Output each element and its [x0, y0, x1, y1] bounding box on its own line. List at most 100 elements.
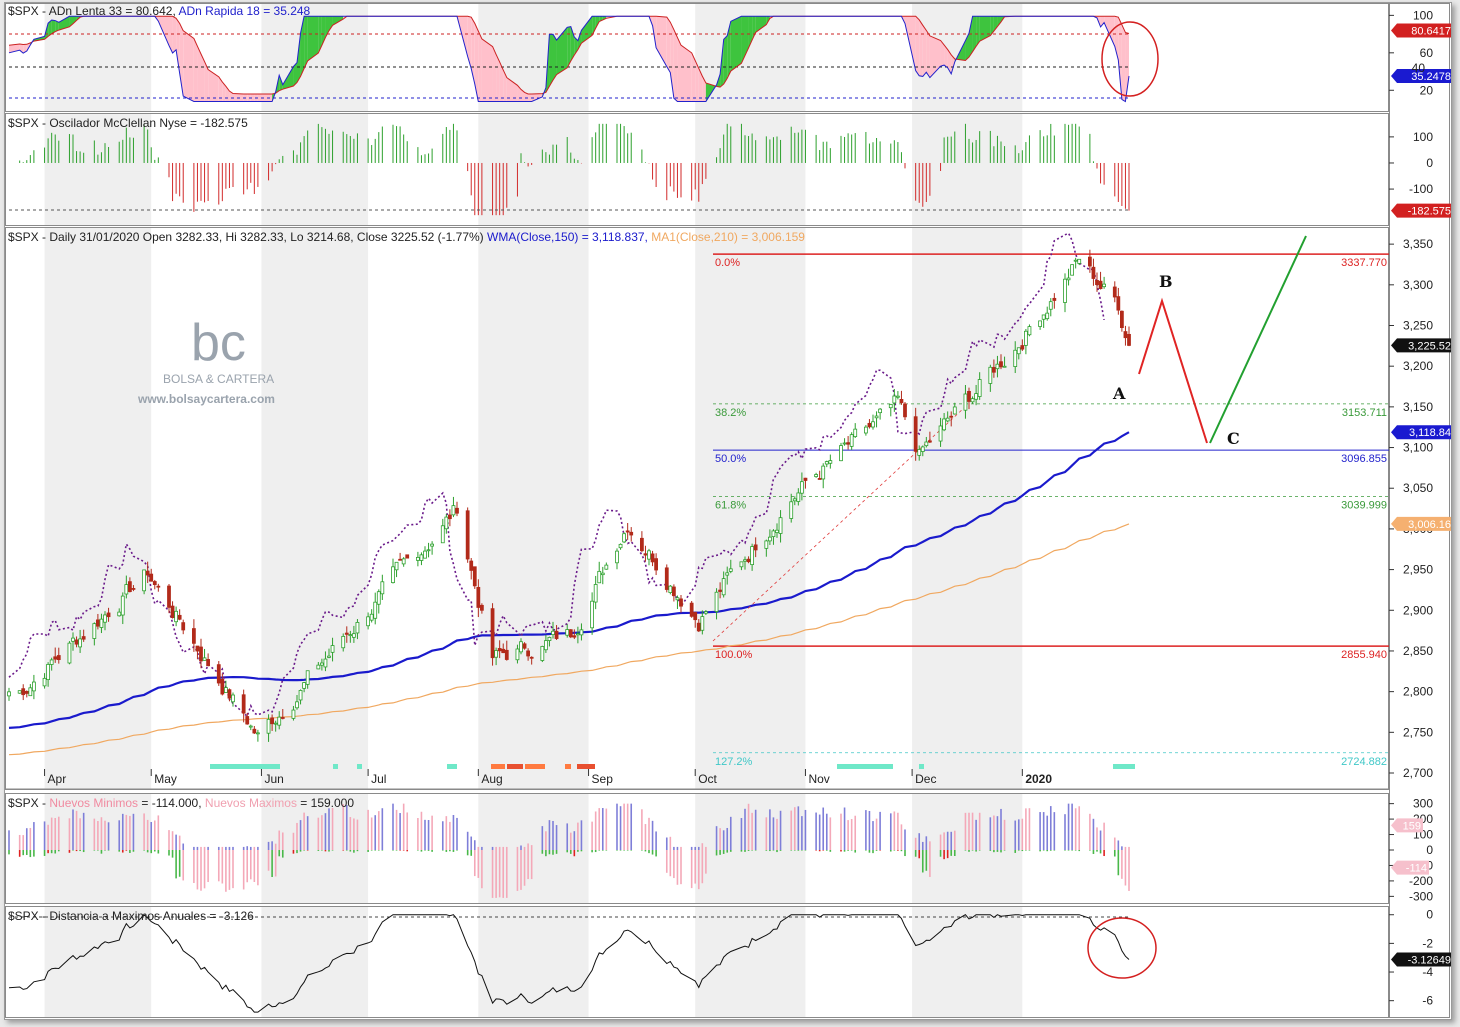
candle-body	[796, 492, 801, 502]
month-label: Aug	[481, 772, 502, 786]
adn-fill	[321, 16, 326, 46]
candle-body	[391, 566, 395, 584]
month-label: Nov	[808, 772, 829, 786]
adn-fill	[48, 20, 52, 37]
adn-fill	[965, 33, 969, 61]
candle-body	[526, 650, 530, 657]
candle-body	[1016, 347, 1021, 355]
month-label: Oct	[698, 772, 717, 786]
adn-fill	[73, 16, 77, 24]
new-max-badge-text: 159	[1403, 820, 1421, 832]
candle-body	[839, 445, 843, 462]
adn-fill	[670, 22, 674, 99]
price-tick: 3,250	[1403, 319, 1433, 333]
chart-canvas[interactable]: $SPX - ADn Lenta 33 = 80.642, ADn Rapida…	[5, 3, 1451, 1019]
candle-body	[739, 561, 744, 568]
candle-body	[664, 567, 669, 590]
distance-tick: -6	[1422, 994, 1433, 1008]
candle-body	[472, 566, 477, 587]
candle-body	[654, 558, 658, 571]
adn-panel: $SPX - ADn Lenta 33 = 80.642, ADn Rapida…	[8, 4, 1159, 103]
candle-body	[416, 556, 420, 561]
adn-fill	[183, 30, 194, 102]
signal-mark	[837, 764, 893, 769]
signal-mark	[491, 764, 505, 769]
fib-level-label: 127.2%	[715, 756, 753, 768]
wma-badge	[1391, 425, 1451, 440]
candle-body	[494, 650, 498, 658]
candle-body	[551, 630, 555, 636]
adn-fill	[592, 16, 596, 36]
candle-body	[789, 501, 794, 519]
candle-body	[330, 645, 335, 653]
adn-fill	[279, 75, 283, 91]
adn-fill	[58, 16, 70, 31]
watermark-url: www.bolsaycartera.com	[137, 392, 275, 406]
price-tick: 2,900	[1403, 603, 1433, 617]
signal-mark	[357, 764, 362, 769]
month-label: Jun	[264, 772, 283, 786]
adn-fill	[222, 81, 226, 102]
candle-body	[725, 572, 730, 576]
adn-fill	[677, 37, 681, 102]
signal-mark	[333, 764, 338, 769]
candle-body	[32, 681, 36, 692]
adn-fill	[55, 20, 59, 32]
adn-fill	[524, 92, 529, 102]
candle-body	[21, 688, 26, 696]
signal-mark	[507, 764, 523, 769]
candle-body	[206, 659, 210, 667]
month-bands	[44, 4, 1023, 1017]
mcclellan-badge	[1391, 203, 1451, 218]
fib-level-label: 50.0%	[715, 453, 746, 465]
candle-body	[604, 564, 609, 570]
candle-body	[305, 670, 310, 685]
candle-body	[821, 465, 826, 480]
candle-body	[99, 618, 104, 628]
candle-body	[1095, 280, 1099, 286]
adn-fill	[926, 30, 930, 78]
adn-fill	[581, 16, 593, 44]
candle-body	[56, 655, 61, 661]
candle-body	[615, 550, 619, 564]
candle-body	[1048, 301, 1053, 310]
candle-body	[1063, 278, 1067, 303]
wave-label-c: C	[1227, 429, 1240, 448]
candle-body	[245, 716, 250, 725]
price-tick: 3,050	[1403, 481, 1433, 495]
candle-body	[924, 441, 929, 447]
candle-body	[344, 632, 349, 635]
ma-badge	[1391, 516, 1451, 531]
price-tick: 2,700	[1403, 766, 1433, 780]
candle-body	[373, 601, 378, 619]
adn-fill	[997, 16, 1001, 27]
close-badge-text: 3,225.52	[1408, 340, 1451, 352]
candle-body	[341, 635, 346, 649]
adn-fill	[990, 16, 994, 36]
svg-text:$SPX - Daily 31/01/2020 Open 3: $SPX - Daily 31/01/2020 Open 3282.33, Hi…	[8, 230, 805, 244]
adn-fill	[172, 16, 177, 53]
candle-body	[81, 636, 86, 640]
adn-fill	[176, 18, 180, 74]
candle-body	[728, 568, 733, 572]
candle-body	[67, 642, 72, 664]
bottom-signal-marks	[210, 764, 1135, 769]
candle-body	[480, 604, 484, 611]
candle-body	[273, 722, 278, 725]
price-tick: 3,150	[1403, 400, 1433, 414]
candle-body	[1120, 310, 1124, 328]
adn-fill	[567, 26, 571, 68]
candle-body	[96, 619, 100, 627]
candle-body	[650, 553, 655, 563]
candle-body	[974, 393, 978, 400]
ma-title: MA1(Close,210) = 3,006.159	[651, 230, 805, 244]
candle-body	[1013, 349, 1018, 367]
candle-body	[430, 543, 434, 547]
candle-body	[1038, 320, 1042, 327]
candle-body	[803, 477, 808, 481]
candle-body	[227, 689, 232, 699]
candle-body	[280, 717, 285, 719]
candle-body	[920, 446, 925, 452]
month-label: Apr	[48, 772, 67, 786]
adn-slow-badge	[1391, 23, 1451, 38]
